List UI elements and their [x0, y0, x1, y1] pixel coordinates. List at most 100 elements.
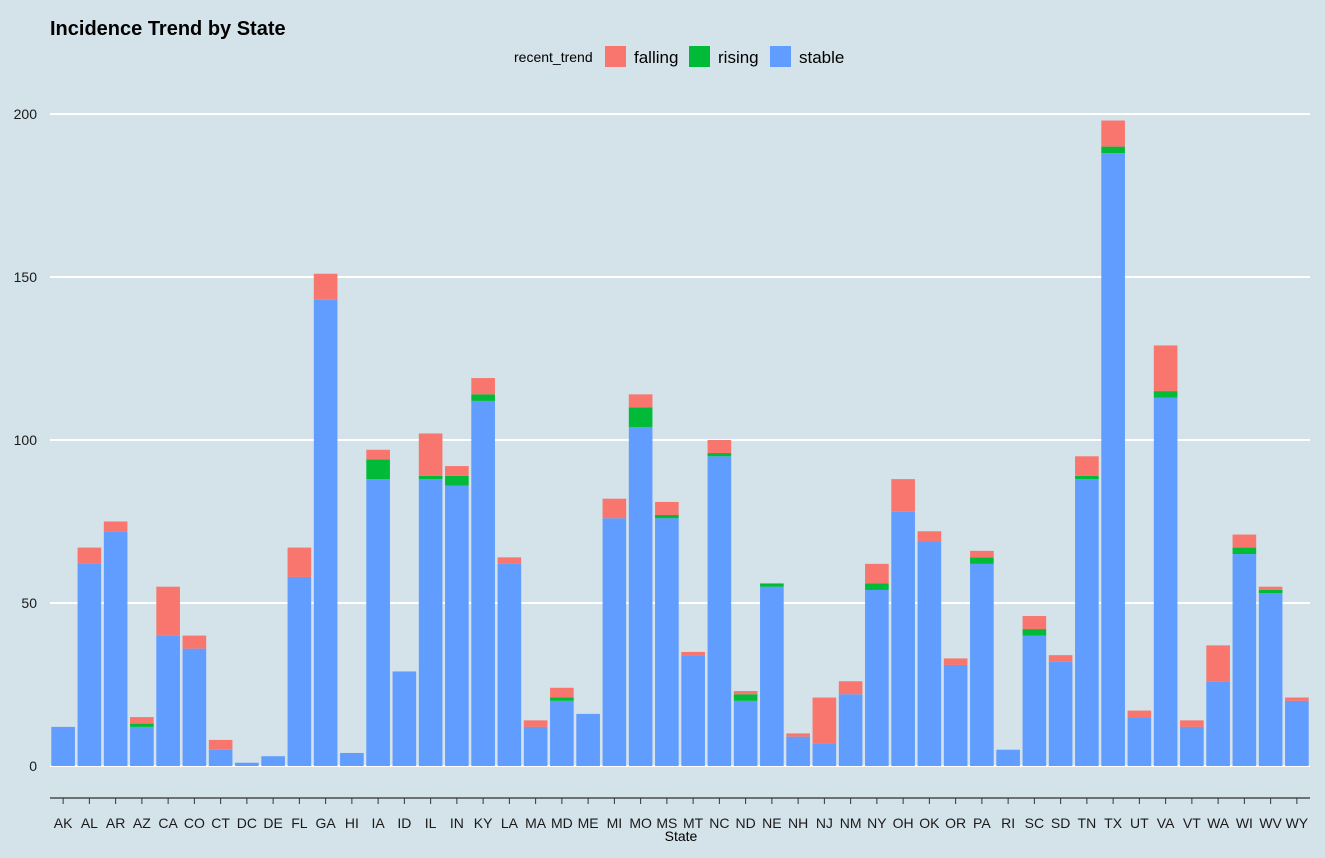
bar-segment-rising: [550, 697, 574, 701]
x-tick-label: IA: [372, 815, 386, 831]
gridlines: [50, 113, 1310, 767]
bar-segment-stable: [1101, 153, 1125, 766]
bar-segment-stable: [208, 749, 233, 766]
bar-segment-rising: [130, 723, 154, 727]
bar-segment-rising: [655, 514, 679, 519]
bar-segment-falling: [103, 521, 128, 532]
bar-segment-falling: [471, 378, 495, 395]
bar-segment-falling: [891, 479, 915, 512]
x-tick-label: ND: [736, 815, 756, 831]
y-tick-label: 50: [21, 595, 37, 611]
x-tick-label: MD: [551, 815, 573, 831]
bar-segment-falling: [1127, 710, 1152, 718]
x-tick-label: IN: [450, 815, 464, 831]
bars: [51, 120, 1309, 766]
bar-segment-falling: [1022, 616, 1047, 630]
chart-title: Incidence Trend by State: [50, 18, 286, 40]
x-tick-label: NM: [840, 815, 862, 831]
x-tick-label: DC: [237, 815, 257, 831]
bar-segment-falling: [208, 739, 233, 750]
bar-segment-stable: [996, 749, 1020, 766]
bar-segment-stable: [655, 518, 679, 766]
bar-segment-stable: [812, 743, 837, 766]
bar-segment-falling: [156, 586, 180, 636]
bar-segment-falling: [681, 651, 705, 656]
bar-segment-stable: [1153, 397, 1178, 766]
bar-segment-falling: [786, 733, 810, 737]
bar-segment-stable: [287, 576, 312, 766]
bar-segment-falling: [628, 394, 653, 408]
bar-segment-stable: [103, 531, 128, 766]
bar-segment-stable: [943, 664, 968, 766]
bar-segment-stable: [970, 563, 994, 766]
bar-segment-falling: [1180, 720, 1204, 727]
bar-segment-stable: [550, 700, 574, 766]
x-tick-label: AL: [81, 815, 98, 831]
x-tick-label: SC: [1025, 815, 1044, 831]
x-tick-label: OR: [945, 815, 966, 831]
x-tick-label: HI: [345, 815, 359, 831]
bar-segment-falling: [602, 498, 627, 519]
x-tick-label: ME: [578, 815, 599, 831]
x-tick-label: GA: [316, 815, 337, 831]
bar-segment-falling: [1048, 655, 1073, 662]
bar-segment-rising: [1153, 391, 1178, 398]
x-tick-label: WY: [1286, 815, 1309, 831]
bar-segment-stable: [602, 518, 627, 766]
bar-segment-falling: [1258, 586, 1283, 590]
y-tick-label: 100: [14, 432, 38, 448]
x-tick-label: TN: [1078, 815, 1097, 831]
bar-segment-stable: [628, 426, 653, 766]
y-tick-label: 200: [14, 106, 38, 122]
bar-segment-stable: [51, 726, 75, 766]
bar-segment-stable: [1206, 681, 1230, 766]
bar-segment-stable: [261, 756, 285, 766]
bar-segment-stable: [891, 511, 915, 766]
bar-segment-stable: [760, 586, 784, 766]
bar-segment-stable: [313, 299, 338, 766]
x-tick-label: UT: [1130, 815, 1149, 831]
x-tick-label: MI: [607, 815, 623, 831]
x-tick-label: IL: [425, 815, 437, 831]
bar-segment-stable: [1048, 661, 1073, 766]
bar-segment-stable: [1127, 717, 1152, 766]
bar-segment-rising: [865, 583, 889, 590]
bar-segment-stable: [366, 479, 390, 766]
bar-segment-rising: [970, 557, 994, 564]
x-tick-label: FL: [291, 815, 308, 831]
bar-segment-rising: [366, 459, 390, 480]
legend-label-stable: stable: [799, 48, 844, 67]
bar-segment-falling: [1153, 345, 1178, 392]
legend-label-falling: falling: [634, 48, 678, 67]
bar-segment-stable: [786, 736, 810, 766]
bar-segment-falling: [1232, 534, 1257, 548]
legend-key-falling: [605, 46, 626, 67]
x-tick-label: NC: [709, 815, 729, 831]
y-tick-label: 150: [14, 269, 38, 285]
bar-segment-falling: [1285, 697, 1309, 701]
x-tick-label: NE: [762, 815, 781, 831]
bar-segment-falling: [523, 720, 548, 727]
bar-segment-stable: [576, 713, 600, 766]
x-tick-label: WV: [1259, 815, 1282, 831]
bar-segment-falling: [313, 273, 338, 300]
bar-segment-falling: [655, 501, 679, 515]
bar-segment-stable: [418, 479, 443, 766]
x-tick-label: KY: [474, 815, 493, 831]
bar-segment-falling: [182, 635, 207, 649]
bar-segment-falling: [943, 658, 968, 665]
bar-segment-rising: [1022, 629, 1047, 636]
bar-segment-falling: [130, 717, 154, 724]
x-tick-label: MS: [656, 815, 677, 831]
bar-segment-rising: [1101, 146, 1125, 154]
bar-segment-stable: [1022, 635, 1047, 766]
bar-segment-stable: [340, 752, 364, 766]
bar-segment-rising: [445, 475, 469, 486]
bar-segment-falling: [917, 531, 942, 542]
bar-segment-rising: [628, 407, 653, 427]
x-tick-label: AK: [54, 815, 73, 831]
bar-segment-falling: [366, 449, 390, 460]
bar-segment-falling: [445, 466, 469, 476]
x-tick-label: LA: [501, 815, 519, 831]
